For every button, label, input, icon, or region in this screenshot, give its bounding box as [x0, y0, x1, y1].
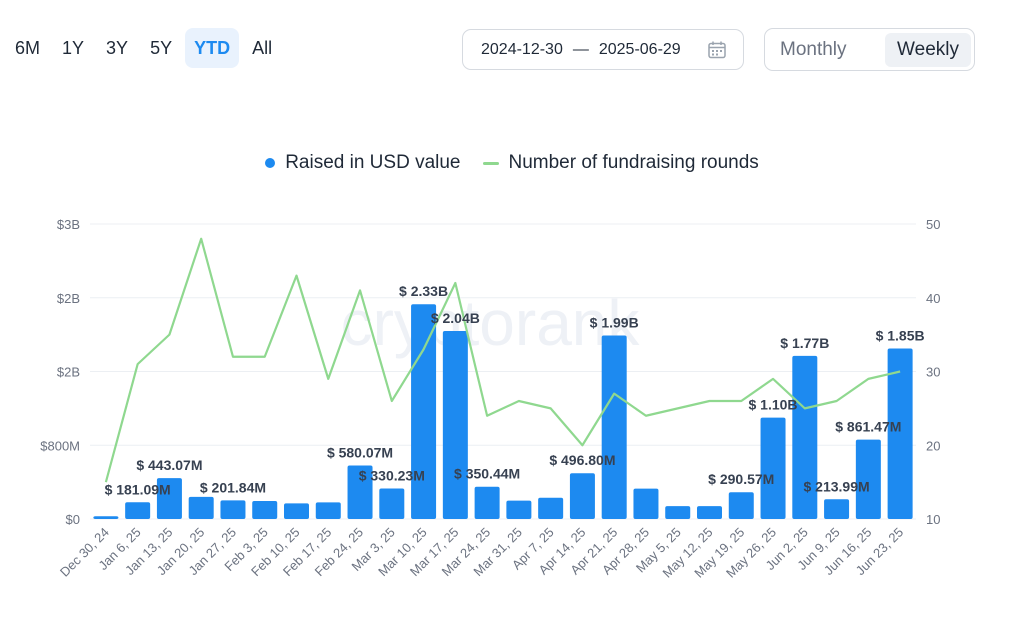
period-toggle: Monthly Weekly	[764, 28, 975, 71]
data-label: $ 580.07M	[327, 445, 393, 461]
data-label: $ 2.04B	[431, 310, 480, 326]
bar	[474, 486, 500, 519]
bar	[665, 506, 691, 519]
bar	[411, 304, 437, 519]
date-range-picker[interactable]: 2024-12-30 — 2025-06-29	[462, 29, 744, 70]
legend-line-icon	[482, 161, 499, 165]
bar	[125, 502, 151, 519]
date-separator: —	[572, 40, 589, 58]
bar	[506, 500, 532, 519]
bar	[824, 499, 850, 519]
data-label: $ 1.77B	[780, 335, 829, 351]
date-start: 2024-12-30	[481, 40, 563, 58]
period-monthly-button[interactable]: Monthly	[780, 38, 847, 60]
calendar-icon[interactable]	[707, 40, 727, 60]
range-tab-6m[interactable]: 6M	[15, 38, 41, 58]
chart-legend: Raised in USD value Number of fundraisin…	[0, 152, 1024, 174]
range-tab-3y[interactable]: 3Y	[106, 38, 129, 58]
legend-item-raised[interactable]: Raised in USD value	[265, 152, 461, 174]
y-left-tick-label: $0	[66, 512, 80, 527]
bar	[315, 502, 341, 519]
legend-label-rounds: Number of fundraising rounds	[508, 152, 759, 173]
data-label: $ 443.07M	[136, 457, 202, 473]
data-label: $ 861.47M	[835, 419, 901, 435]
bar	[538, 497, 564, 519]
legend-dot-icon	[265, 158, 276, 168]
data-label: $ 1.85B	[876, 327, 925, 343]
y-left-tick-label: $2B	[57, 365, 80, 380]
bar	[855, 439, 881, 519]
bar	[569, 473, 595, 519]
bar	[887, 348, 913, 519]
bar	[792, 355, 818, 519]
y-right-tick-label: 50	[926, 217, 940, 232]
bar	[188, 496, 214, 519]
range-tab-ytd[interactable]: YTD	[185, 28, 240, 68]
data-label: $ 350.44M	[454, 466, 520, 482]
bar	[220, 500, 246, 519]
y-left-tick-label: $800M	[40, 438, 80, 453]
y-left-tick-label: $3B	[57, 217, 80, 232]
bar	[697, 506, 722, 519]
y-right-tick-label: 40	[926, 291, 940, 306]
legend-item-rounds[interactable]: Number of fundraising rounds	[482, 152, 759, 174]
data-label: $ 496.80M	[549, 452, 615, 468]
bar	[442, 330, 468, 519]
data-label: $ 290.57M	[708, 471, 774, 487]
y-right-tick-label: 10	[926, 512, 940, 527]
bar	[760, 417, 786, 519]
range-tabs: 6M 1Y 3Y 5Y YTD All	[6, 28, 281, 68]
data-label: $ 213.99M	[803, 478, 869, 494]
y-left-tick-label: $2B	[57, 291, 80, 306]
bar	[633, 488, 659, 519]
bar	[601, 335, 627, 519]
data-label: $ 1.99B	[590, 315, 639, 331]
range-tab-1y[interactable]: 1Y	[62, 38, 85, 58]
bar	[284, 503, 309, 519]
data-label: $ 330.23M	[359, 468, 425, 484]
data-label: $ 201.84M	[200, 479, 266, 495]
bar	[379, 488, 405, 519]
y-right-tick-label: 20	[926, 438, 940, 453]
date-end: 2025-06-29	[598, 40, 681, 58]
data-label: $ 181.09M	[105, 481, 171, 497]
bar	[347, 465, 373, 519]
watermark-text: cryptorank	[341, 287, 641, 359]
data-label: $ 1.10B	[749, 397, 798, 413]
bar	[93, 516, 119, 519]
range-tab-all[interactable]: All	[252, 38, 273, 58]
period-weekly-button[interactable]: Weekly	[885, 32, 971, 67]
data-label: $ 2.33B	[399, 283, 448, 299]
legend-label-raised: Raised in USD value	[285, 152, 461, 173]
rounds-line	[104, 237, 901, 483]
range-tab-5y[interactable]: 5Y	[150, 38, 173, 58]
bar	[156, 478, 182, 519]
bar	[252, 501, 278, 519]
bar	[728, 492, 754, 519]
y-right-tick-label: 30	[926, 365, 940, 380]
